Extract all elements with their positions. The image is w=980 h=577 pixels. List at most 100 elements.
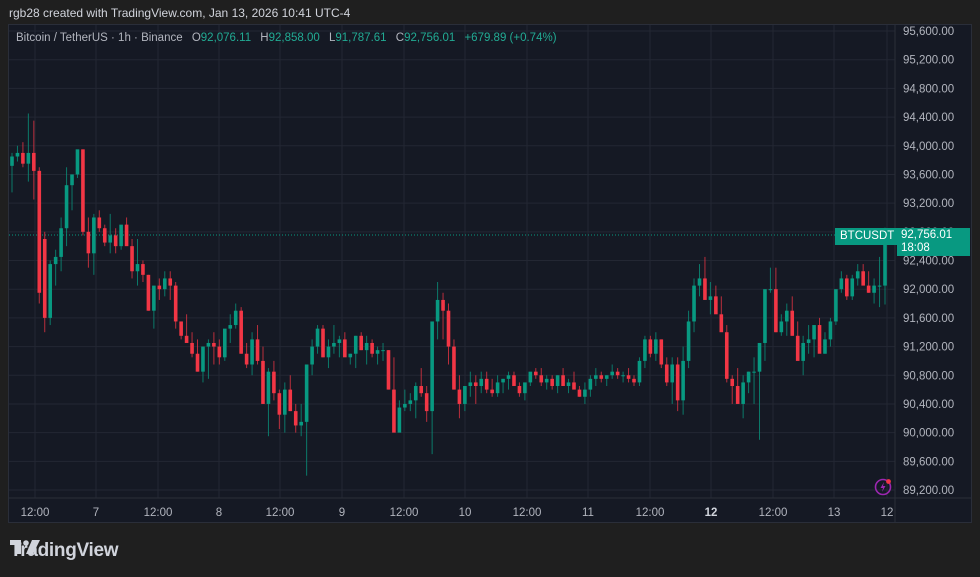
candle-body — [708, 296, 713, 300]
candle-body — [512, 375, 516, 387]
candle-body — [15, 152, 20, 157]
candle-body — [332, 342, 336, 347]
time-axis-label: 13 — [828, 507, 841, 519]
high-label: H — [260, 32, 269, 44]
candle-body — [288, 389, 293, 412]
price-axis-label: 90,000.00 — [903, 428, 954, 440]
candle-body — [81, 149, 85, 232]
candle-body — [877, 285, 882, 287]
candle-body — [375, 350, 380, 354]
candle-body — [801, 342, 805, 361]
price-axis-label: 89,600.00 — [903, 456, 954, 468]
candle-body — [528, 371, 533, 383]
time-axis-label: 9 — [339, 507, 345, 519]
time-axis-label: 12:00 — [759, 507, 788, 519]
candle-body — [659, 339, 664, 365]
candle-body — [179, 321, 183, 336]
candle-body — [337, 339, 342, 343]
chart-credit: rgb28 created with TradingView.com, Jan … — [9, 6, 351, 20]
price-axis-label: 89,200.00 — [903, 485, 954, 497]
candle-body — [790, 310, 795, 336]
time-axis-label: 12:00 — [144, 507, 173, 519]
last-price-label: 92,756.01 18:08 — [897, 228, 970, 256]
candle-body — [850, 278, 855, 297]
candle-body — [157, 285, 162, 290]
candle-body — [173, 285, 178, 322]
time-axis-label: 12:00 — [636, 507, 665, 519]
candle-body — [113, 235, 118, 247]
candle-body — [555, 375, 560, 387]
price-axis-label: 90,400.00 — [903, 399, 954, 411]
candle-body — [75, 149, 80, 175]
candle-body — [463, 386, 467, 404]
time-axis-label: 8 — [216, 507, 222, 519]
candle-body — [741, 382, 745, 404]
candle-body — [283, 389, 287, 415]
candle-body — [817, 325, 822, 354]
candle-body — [839, 278, 844, 290]
candle-body — [490, 389, 494, 394]
candle-body — [343, 339, 347, 358]
candle-body — [152, 285, 156, 311]
candle-body — [539, 375, 544, 383]
candle-body — [473, 382, 478, 387]
candle-body — [643, 339, 647, 361]
high-value: 92,858.00 — [268, 32, 320, 44]
candle-body — [304, 364, 309, 422]
candle-body — [664, 364, 669, 383]
change-value: +679.89 (+0.74%) — [464, 32, 557, 44]
alert-lightning-icon[interactable] — [874, 478, 892, 496]
candle-body — [703, 278, 707, 300]
candle-body — [806, 339, 811, 343]
candle-body — [348, 353, 353, 358]
candle-body — [430, 321, 434, 412]
candle-body — [419, 386, 424, 394]
candle-body — [812, 325, 816, 340]
price-axis-label: 92,400.00 — [903, 256, 954, 268]
candle-body — [239, 310, 243, 354]
candle-body — [141, 264, 145, 275]
candle-body — [353, 335, 358, 354]
symbol-title[interactable]: Bitcoin / TetherUS · 1h · Binance — [16, 32, 183, 44]
candle-body — [261, 360, 265, 404]
price-axis-label: 95,600.00 — [903, 26, 954, 38]
candle-body — [866, 285, 871, 293]
candle-body — [626, 375, 631, 379]
candle-body — [594, 375, 598, 379]
open-label: O — [191, 32, 201, 44]
candle-body — [386, 350, 391, 390]
tradingview-brand: TradingView — [10, 540, 119, 562]
candle-body — [326, 346, 331, 358]
chart-pane[interactable] — [8, 24, 972, 523]
candle-body — [468, 382, 473, 387]
candle-body — [408, 400, 413, 404]
time-axis-label: 12:00 — [266, 507, 295, 519]
last-price-value: 92,756.01 — [901, 229, 953, 241]
close-value: 92,756.01 — [404, 32, 456, 44]
candle-body — [92, 217, 96, 254]
time-axis-label: 12 — [881, 507, 894, 519]
candle-body — [845, 278, 849, 297]
candle-body — [206, 342, 211, 347]
candle-body — [201, 346, 205, 372]
candle-body — [102, 228, 107, 243]
candle-body — [70, 174, 74, 186]
candle-body — [190, 342, 194, 354]
candle-body — [730, 378, 735, 387]
candle-body — [277, 393, 282, 415]
symbol-price-tag: BTCUSDT — [835, 228, 900, 245]
candle-body — [484, 378, 489, 390]
candle-body — [168, 278, 173, 286]
candle-body — [621, 375, 625, 377]
low-value: 91,787.61 — [335, 32, 387, 44]
candle-body — [495, 382, 500, 394]
candle-body — [577, 389, 582, 397]
price-axis-label: 94,800.00 — [903, 83, 954, 95]
candle-body — [135, 264, 140, 272]
candle-body — [212, 342, 216, 347]
candle-body — [446, 310, 451, 347]
candle-body — [162, 278, 167, 290]
candle-body — [37, 170, 42, 293]
candle-body — [724, 332, 729, 379]
